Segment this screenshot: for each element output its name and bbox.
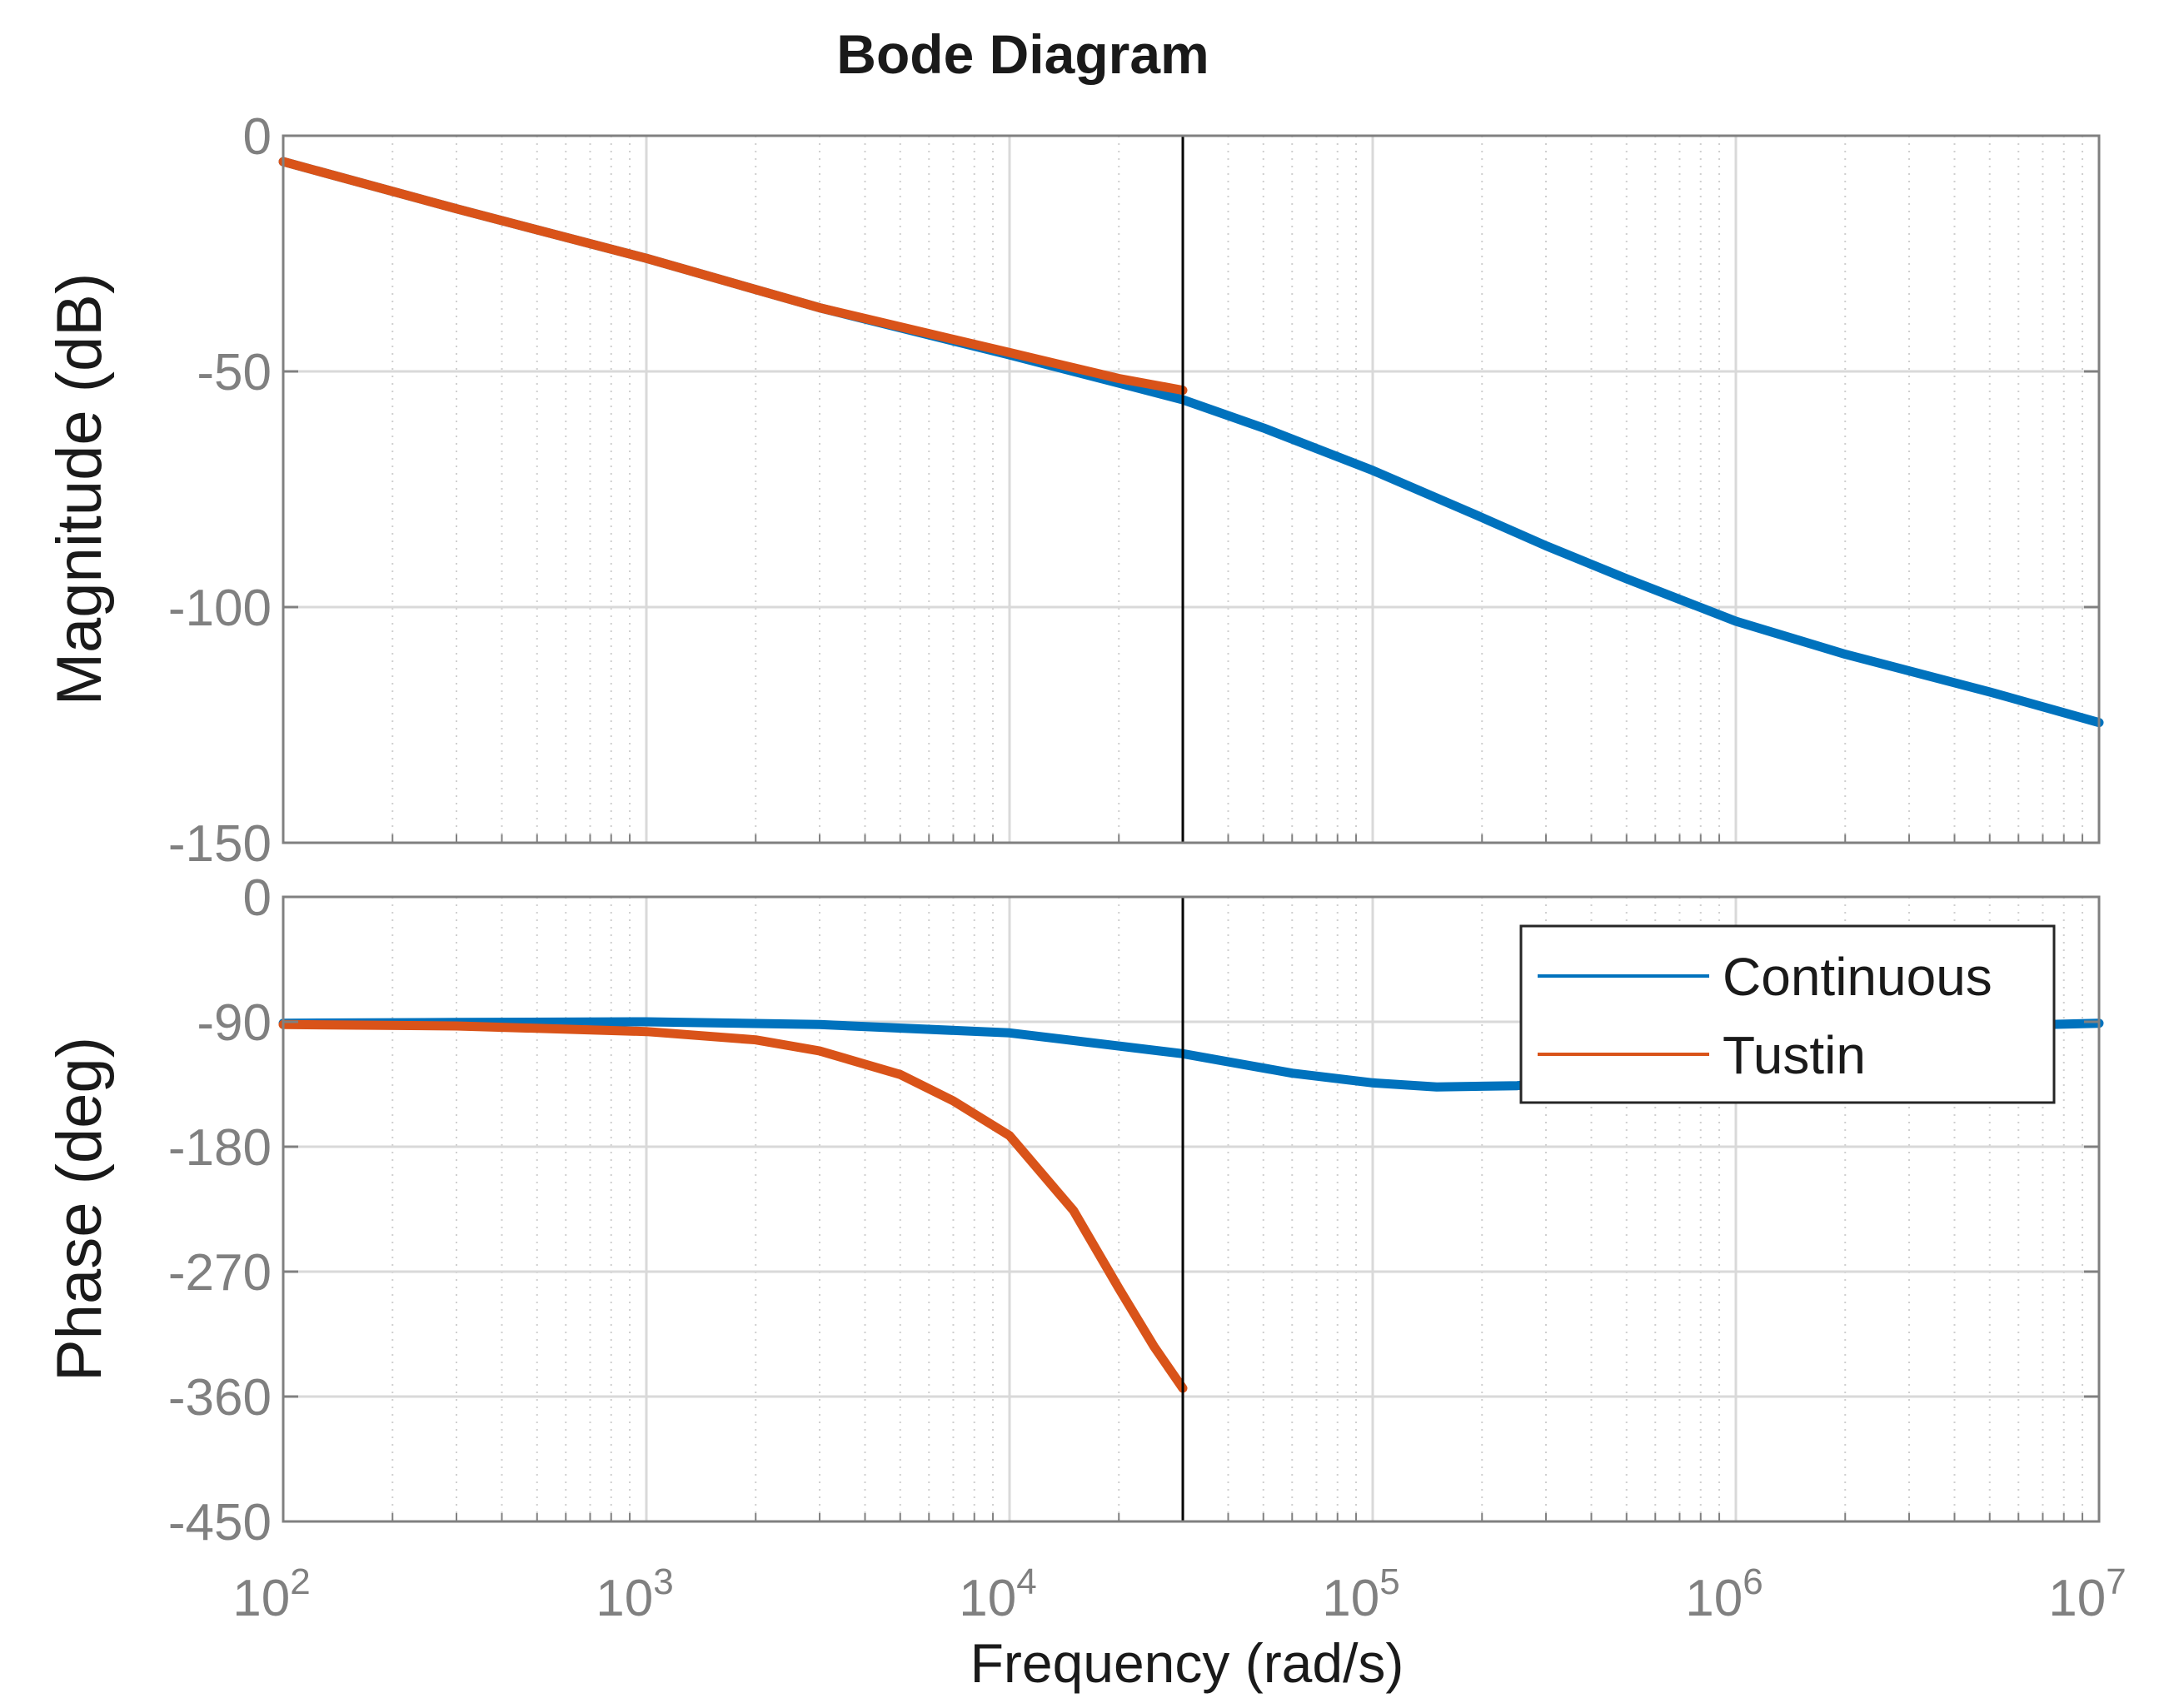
legend: Continuous Tustin <box>1519 924 2056 1104</box>
y-tick-label: -90 <box>197 994 272 1052</box>
axes-box <box>282 134 2101 844</box>
y-tick-label: -360 <box>168 1369 272 1427</box>
phase-y-ticks: 0 -90 -180 -270 -360 -450 <box>168 869 272 1551</box>
series-line-tustin <box>278 157 1188 396</box>
magnitude-axes-frame <box>282 134 2101 844</box>
x-axis-ticks: 102 103 104 105 106 107 <box>232 1561 2126 1627</box>
x-axis-label: Frequency (rad/s) <box>970 1632 1404 1694</box>
x-tick-label: 104 <box>959 1561 1036 1627</box>
phase-panel: 0 -90 -180 -270 -360 -450 Phase (deg) <box>44 869 2104 1551</box>
x-tick-label: 103 <box>596 1561 673 1627</box>
y-tick-label: -270 <box>168 1244 272 1302</box>
y-tick-label: -180 <box>168 1119 272 1177</box>
phase-axis-label: Phase (deg) <box>44 1037 115 1382</box>
y-tick-label: -50 <box>197 344 272 401</box>
y-tick-label: 0 <box>243 108 272 166</box>
chart-title: Bode Diagram <box>836 23 1209 85</box>
legend-label-continuous: Continuous <box>1723 947 1992 1007</box>
magnitude-grid <box>283 136 2099 843</box>
legend-box <box>1519 924 2056 1104</box>
y-tick-label: -150 <box>168 815 272 873</box>
magnitude-panel: 0 -50 -100 -150 Magnitude (dB) <box>44 108 2104 873</box>
axes-box <box>282 895 2101 1523</box>
x-tick-label: 102 <box>232 1561 310 1627</box>
magnitude-series <box>278 157 2104 728</box>
magnitude-y-ticks: 0 -50 -100 -150 <box>168 108 272 873</box>
y-tick-label: -450 <box>168 1494 272 1551</box>
x-tick-label: 105 <box>1322 1561 1399 1627</box>
series-line-tustin <box>278 1019 1188 1393</box>
legend-label-tustin: Tustin <box>1723 1025 1866 1085</box>
magnitude-axis-label: Magnitude (dB) <box>44 273 115 706</box>
y-tick-label: -100 <box>168 580 272 637</box>
x-tick-label: 106 <box>1685 1561 1763 1627</box>
series-line-continuous <box>278 157 2104 728</box>
x-tick-label: 107 <box>2048 1561 2126 1627</box>
phase-axes-frame <box>282 895 2101 1523</box>
y-tick-label: 0 <box>243 869 272 927</box>
